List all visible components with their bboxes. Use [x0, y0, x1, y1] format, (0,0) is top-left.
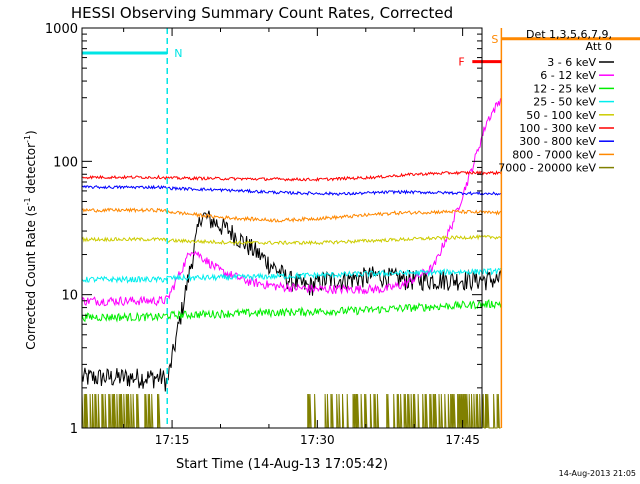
series-line-7-segment-1: [81, 184, 502, 196]
legend-label-2: 6 - 12 keV: [540, 69, 596, 82]
legend-label-9: 7000 - 20000 keV: [498, 162, 596, 175]
series-line-1-segment-1: [81, 210, 502, 392]
legend-header-detectors: Det 1,3,5,6,7,9,: [526, 28, 612, 41]
series-line-6-segment-1: [81, 170, 502, 182]
x-axis-label: Start Time (14-Aug-13 17:05:42): [176, 457, 388, 472]
series-line-5-segment-1: [81, 234, 502, 246]
y-tick-label: 10: [61, 289, 78, 304]
legend-label-8: 800 - 7000 keV: [512, 148, 596, 161]
flag-label-N: N: [174, 47, 182, 60]
legend-label-7: 300 - 800 keV: [519, 135, 596, 148]
generation-timestamp: 14-Aug-2013 21:05: [559, 469, 636, 478]
y-axis-label-sup1: -1: [23, 197, 32, 205]
chart-title: HESSI Observing Summary Count Rates, Cor…: [71, 4, 453, 22]
legend-label-5: 50 - 100 keV: [526, 109, 596, 122]
y-axis-label-main: Corrected Count Rate (s: [24, 205, 38, 349]
flag-label-S: S: [491, 33, 498, 46]
y-axis-label-mid: detector: [24, 143, 38, 198]
legend-label-3: 12 - 25 keV: [533, 82, 596, 95]
y-axis-label-end: ): [24, 130, 38, 135]
legend-header-attenuator: Att 0: [586, 40, 612, 53]
series-line-8-segment-1: [81, 207, 502, 223]
y-tick-label: 1000: [45, 22, 78, 37]
plot-area: N S F 17:15 17:30 17:45 1 10 100 1000: [45, 22, 640, 447]
legend-label-6: 100 - 300 keV: [519, 122, 596, 135]
y-tick-label: 100: [53, 155, 78, 170]
flag-label-F: F: [458, 56, 464, 69]
x-tick-label: 17:45: [445, 433, 480, 447]
legend-label-1: 3 - 6 keV: [547, 56, 596, 69]
legend-label-4: 25 - 50 keV: [533, 96, 596, 109]
y-axis-label-sup2: -1: [23, 135, 32, 143]
series-line-9-segment-2: [307, 393, 501, 429]
series-line-3-segment-1: [81, 299, 502, 323]
y-axis-label: Corrected Count Rate (s-1 detector-1): [23, 130, 38, 349]
series-line-4-segment-1: [81, 267, 502, 284]
y-tick-label: 1: [70, 422, 78, 437]
x-tick-label: 17:30: [300, 433, 335, 447]
plot-frame: [81, 27, 483, 429]
x-tick-label: 17:15: [155, 433, 190, 447]
